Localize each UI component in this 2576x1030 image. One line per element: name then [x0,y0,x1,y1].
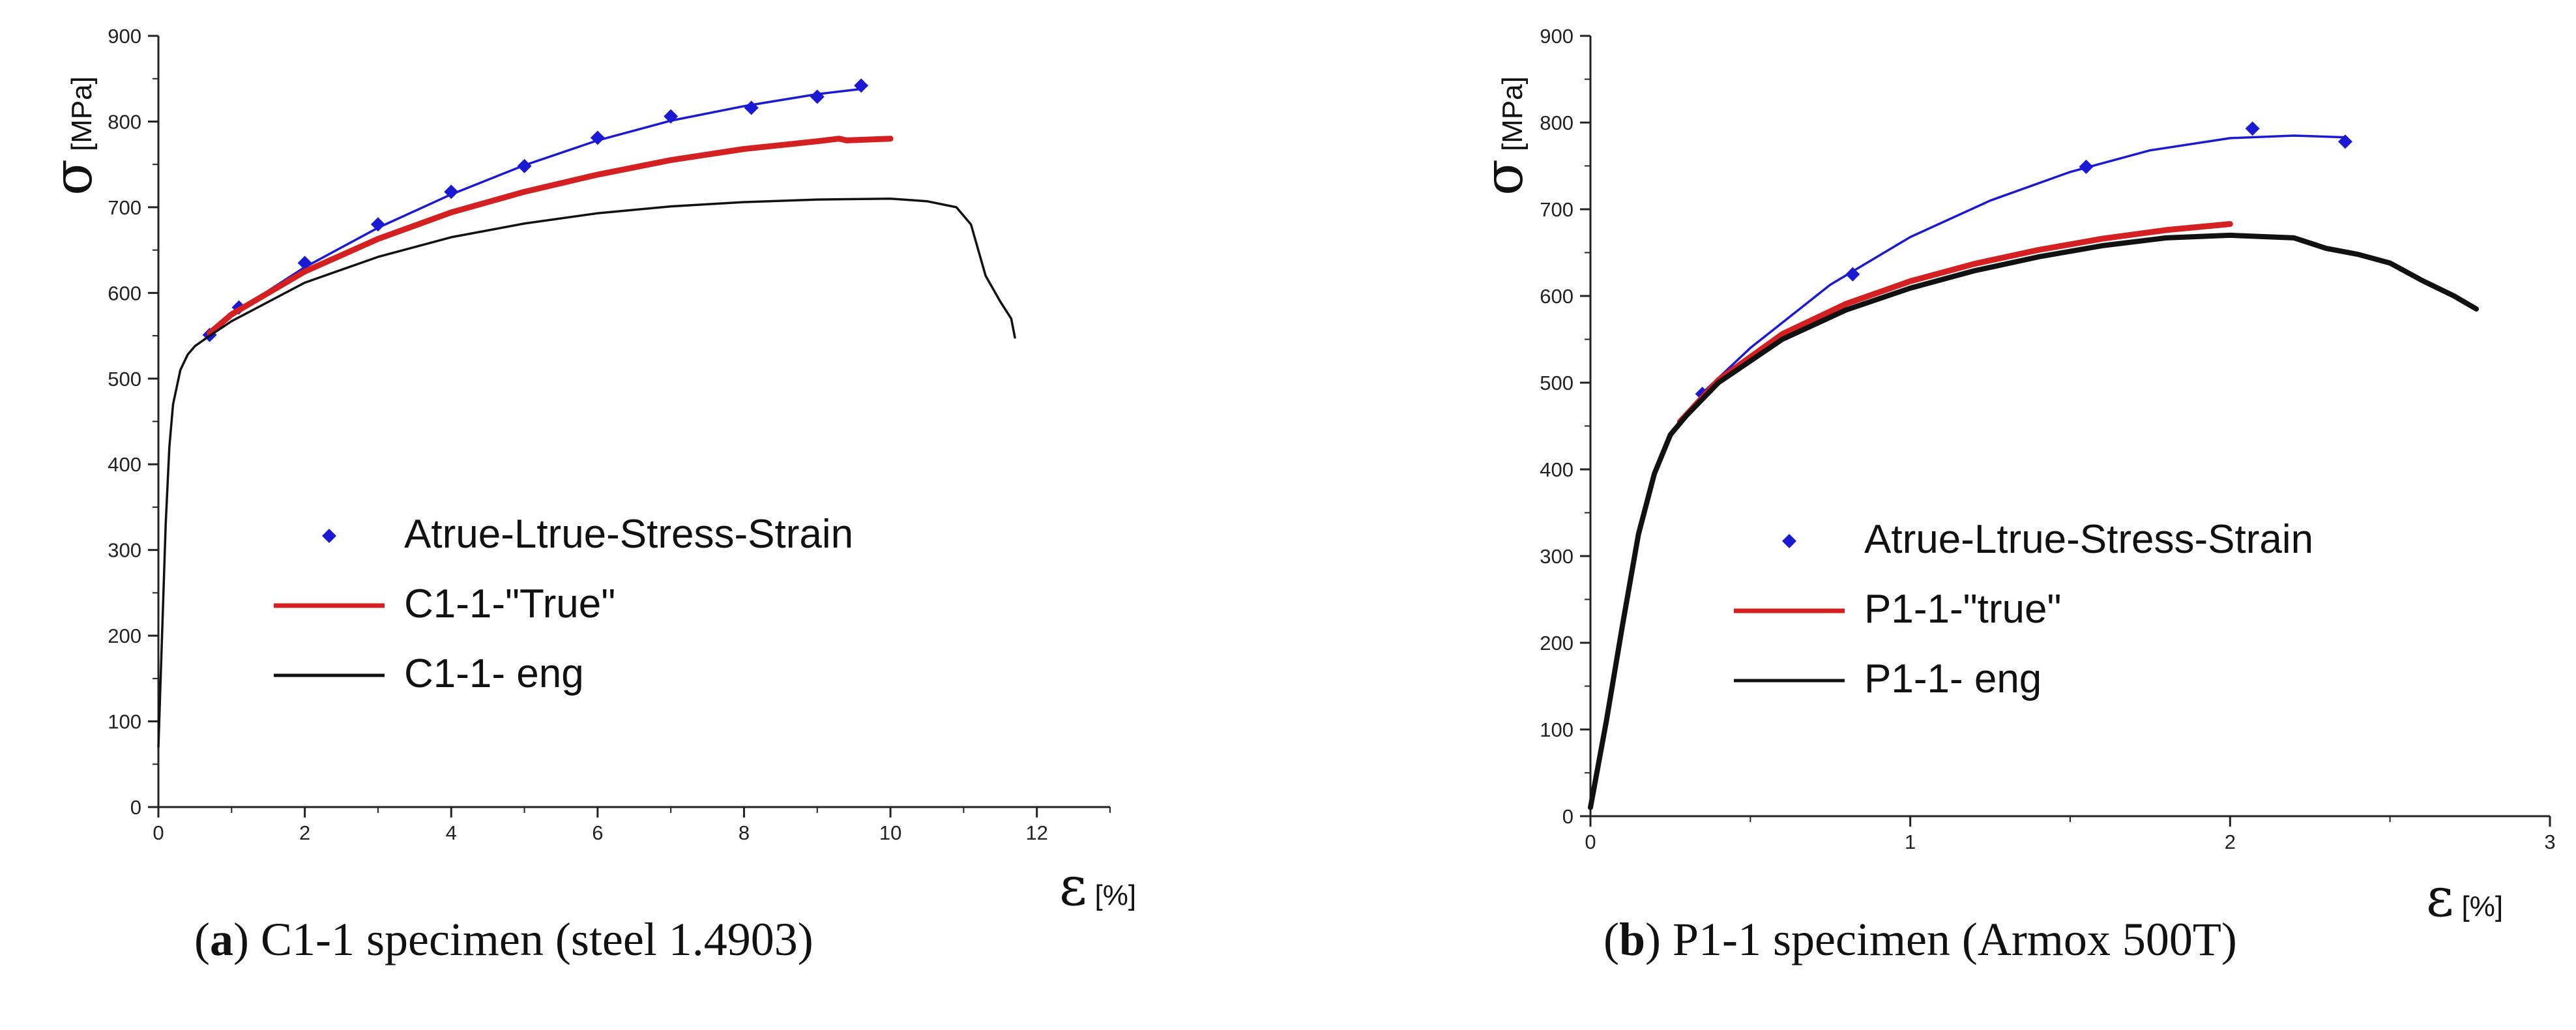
x-tick-label: 3 [2544,831,2555,853]
x-tick-label: 4 [446,821,457,844]
y-tick-label: 400 [1540,458,1573,481]
series-fit-line [209,87,862,332]
legend-label: C1-1-"True" [404,581,615,626]
legend-entry: Atrue-Ltrue-Stress-Strain [1782,517,2313,562]
y-tick-label: 400 [108,453,141,476]
series-line [1588,232,2480,810]
data-point [2245,121,2260,136]
legend-entry: C1-1-"True" [274,581,615,626]
y-axis-symbol: σ [1473,159,1535,196]
legend-entry: P1-1- eng [1734,656,2042,701]
caption-a-letter: a [209,913,233,965]
y-tick-label: 300 [108,539,141,562]
x-tick-label: 2 [2225,831,2236,853]
data-point [854,78,869,93]
legend: Atrue-Ltrue-Stress-Strain C1-1-"True" C1-1… [274,512,853,696]
y-tick-label: 100 [108,711,141,733]
legend: Atrue-Ltrue-Stress-Strain P1-1-"true" P1-1… [1734,517,2313,701]
x-tick-label: 1 [1905,831,1916,853]
legend-entry: Atrue-Ltrue-Stress-Strain [322,512,853,557]
chart-a: 0 100 200 300 400 500 600 700 800 900 0 2 4 6 8 10 12 σ [M… [42,25,1136,918]
x-axis-unit: [%] [1094,879,1136,911]
caption-b-letter: b [1618,913,1646,965]
caption-a-text: C1-1 specimen (steel 1.4903) [260,913,813,965]
x-tick-label: 0 [153,821,164,844]
y-tick-label: 900 [108,25,141,48]
x-tick-label: 0 [1585,831,1596,853]
caption-b: (b) P1-1 specimen (Armox 500T) [1603,913,2237,965]
x-axis-symbol: ε [2426,867,2453,929]
series-2 [1588,232,2480,810]
y-axis-label: σ [MPa] [1473,76,1535,196]
x-tick-label: 6 [592,821,603,844]
x-tick-label: 2 [299,821,310,844]
series-line [157,197,1016,748]
legend-label: Atrue-Ltrue-Stress-Strain [1864,517,2313,562]
series-1 [207,136,894,336]
data-point [1845,267,1860,282]
caption-a: (a) C1-1 specimen (steel 1.4903) [194,913,813,965]
y-tick-label: 0 [1562,805,1573,828]
y-axis-symbol: σ [42,159,104,196]
series-1 [1676,221,2233,425]
caption-b-text: P1-1 specimen (Armox 500T) [1673,913,2237,965]
y-tick-label: 500 [1540,372,1573,394]
legend-marker [1782,534,1796,548]
series-fit-line [1701,134,2346,394]
series-0 [202,78,869,342]
data-point [517,158,532,173]
series-0 [1695,121,2352,402]
data-point [664,109,679,124]
series-line [1676,221,2233,425]
y-axis-label: σ [MPa] [42,76,104,196]
x-tick-label: 10 [879,821,901,844]
data-point [297,256,312,271]
data-point [2079,159,2094,174]
series-line [207,136,894,336]
data-point [370,217,385,232]
y-tick-label: 300 [1540,545,1573,568]
legend-marker [322,529,336,543]
y-tick-label: 800 [108,110,141,133]
y-tick-label: 100 [1540,718,1573,741]
y-axis-unit: [MPa] [1497,76,1529,151]
x-axis-label: ε [%] [2426,867,2503,929]
y-tick-label: 900 [1540,25,1573,48]
legend-entry: P1-1-"true" [1734,587,2061,632]
legend-label: Atrue-Ltrue-Stress-Strain [404,512,853,557]
y-tick-label: 700 [108,196,141,219]
y-axis-unit: [MPa] [66,76,98,151]
y-tick-label: 600 [1540,285,1573,308]
series-2 [157,197,1016,748]
data-point [590,130,605,145]
legend-label: P1-1-"true" [1864,587,2061,632]
legend-label: C1-1- eng [404,651,584,696]
data-point [810,89,825,104]
x-axis-symbol: ε [1059,856,1087,918]
chart-b: 0 100 200 300 400 500 600 700 800 900 0 1 2 3 σ [MPa] ε[… [1473,25,2556,929]
data-point [2337,134,2352,149]
y-tick-label: 200 [108,625,141,647]
data-point [444,184,459,199]
legend-entry: C1-1- eng [274,651,584,696]
x-tick-label: 12 [1025,821,1047,844]
y-tick-label: 800 [1540,111,1573,134]
data-point [744,100,759,115]
y-tick-label: 0 [130,796,141,819]
x-tick-label: 8 [739,821,750,844]
y-tick-label: 700 [1540,198,1573,221]
legend-label: P1-1- eng [1864,656,2042,701]
x-axis-unit: [%] [2461,890,2503,922]
x-axis-label: ε [%] [1059,856,1136,918]
y-tick-label: 600 [108,282,141,304]
y-tick-label: 200 [1540,632,1573,655]
y-tick-label: 500 [108,368,141,390]
